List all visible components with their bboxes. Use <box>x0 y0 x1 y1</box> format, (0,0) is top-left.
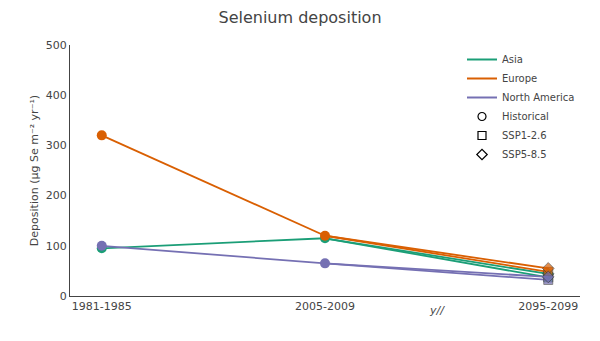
svg-text:200: 200 <box>46 189 67 202</box>
svg-text:100: 100 <box>46 240 67 253</box>
svg-text:y//: y// <box>429 304 445 317</box>
svg-text:300: 300 <box>46 139 67 152</box>
svg-text:Deposition (μg Se m⁻² yr⁻¹): Deposition (μg Se m⁻² yr⁻¹) <box>28 95 41 246</box>
svg-text:SSP1-2.6: SSP1-2.6 <box>502 130 547 141</box>
svg-text:0: 0 <box>60 290 67 303</box>
svg-text:2095-2099: 2095-2099 <box>518 300 578 313</box>
svg-text:North America: North America <box>502 92 574 103</box>
svg-text:400: 400 <box>46 89 67 102</box>
svg-text:2005-2009: 2005-2009 <box>295 300 355 313</box>
svg-text:Historical: Historical <box>502 111 549 122</box>
svg-text:Europe: Europe <box>502 73 537 84</box>
svg-text:Selenium deposition: Selenium deposition <box>218 8 381 27</box>
svg-text:1981-1985: 1981-1985 <box>72 300 132 313</box>
svg-text:SSP5-8.5: SSP5-8.5 <box>502 149 547 160</box>
svg-text:Asia: Asia <box>502 54 523 65</box>
svg-text:500: 500 <box>46 39 67 52</box>
